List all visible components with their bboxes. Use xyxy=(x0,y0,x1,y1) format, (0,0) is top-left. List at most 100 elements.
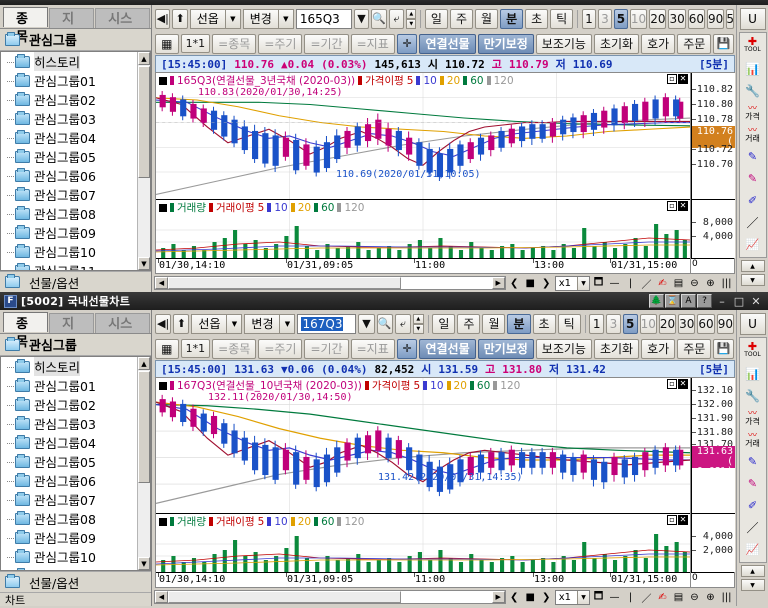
snapshot-icon[interactable]: 🗖 xyxy=(591,589,606,605)
nav-up-button-1[interactable]: ⬆ xyxy=(172,8,188,29)
tree-item-group04-1[interactable]: 관심그룹04 xyxy=(1,128,150,147)
period-minute-1[interactable]: 분 xyxy=(500,8,524,29)
chart-icon[interactable]: 📊 xyxy=(745,61,760,76)
scroll-up-arrow-icon[interactable]: ▲ xyxy=(138,52,150,65)
code-dropdown-button-2[interactable]: ▼ xyxy=(358,313,375,334)
chart-hscrollbar-2[interactable]: ◀ ▶ xyxy=(154,590,506,604)
wrench-icon[interactable]: 🔧 xyxy=(745,388,760,403)
expiry-adjust-button-2[interactable]: 만기보정 xyxy=(477,338,534,359)
period-tick-2[interactable]: 틱 xyxy=(557,313,581,334)
vtool-scroll-down-icon[interactable]: ▼ xyxy=(740,274,765,286)
add-tool-icon[interactable]: ✚ TOOL xyxy=(744,340,761,358)
scroll-thumb[interactable] xyxy=(168,277,402,289)
vline-icon[interactable]: | xyxy=(623,589,638,605)
volume-tool-icon[interactable]: 〰 거래 xyxy=(745,430,760,448)
continuous-futures-button-2[interactable]: 연결선물 xyxy=(419,338,476,359)
onebyone-button-1[interactable]: 1*1 xyxy=(180,34,211,53)
interval-30-1[interactable]: 30 xyxy=(668,8,686,29)
interval-more-1[interactable]: 5 xyxy=(726,8,734,29)
tree-item-group05-2[interactable]: 관심그룹05 xyxy=(1,452,150,471)
crosshair-icon[interactable]: ✛ xyxy=(396,338,418,359)
tree-item-group08-2[interactable]: 관심그룹08 xyxy=(1,509,150,528)
zoom-in-icon[interactable]: ⊕ xyxy=(703,275,718,291)
onebyone-button-2[interactable]: 1*1 xyxy=(180,339,211,358)
tree-item-history-2[interactable]: 히스토리 xyxy=(1,357,150,376)
tree-item-group05-1[interactable]: 관심그룹05 xyxy=(1,147,150,166)
nav-first-button-1[interactable]: ◀| xyxy=(155,8,171,29)
interval-3-2[interactable]: 3 xyxy=(606,313,621,334)
code-dropdown-button-1[interactable]: ▼ xyxy=(353,8,370,29)
scroll-up-arrow-icon[interactable]: ▲ xyxy=(138,357,150,370)
watchgroup-tree-1[interactable]: 히스토리 관심그룹01 관심그룹02 관심그룹03 관심그룹04 관심그룹05 … xyxy=(0,51,151,271)
quote-button-2[interactable]: 호가 xyxy=(641,338,676,359)
period-month-1[interactable]: 월 xyxy=(475,8,499,29)
interval-5-2[interactable]: 5 xyxy=(622,313,638,334)
zoom-select-2[interactable]: x1 ▼ xyxy=(554,589,590,605)
price-pane-2[interactable]: 167Q3(연결선물_10년국채 (2020-03)) 가격이평 5 10 20… xyxy=(156,378,690,514)
price-tool-icon[interactable]: 〰 가격 xyxy=(745,408,760,426)
spin-down-icon[interactable]: ▼ xyxy=(413,323,424,334)
step-forward-icon[interactable]: ❯ xyxy=(538,275,554,291)
bar-pencil-icon[interactable]: ✐ xyxy=(747,498,758,512)
aux-function-button-1[interactable]: 보조기능 xyxy=(535,33,592,54)
period-day-2[interactable]: 일 xyxy=(432,313,456,334)
link-icon[interactable]: ⤶ xyxy=(394,313,412,334)
set-indicator-button-1[interactable]: =지표 xyxy=(350,33,395,54)
step-back-icon[interactable]: ❮ xyxy=(506,275,522,291)
tree-item-group11-1[interactable]: 관심그룹11 xyxy=(1,261,150,270)
zoom-in-icon[interactable]: ⊕ xyxy=(703,589,718,605)
wrench-icon[interactable]: 🔧 xyxy=(745,83,760,98)
tree-item-group09-1[interactable]: 관심그룹09 xyxy=(1,223,150,242)
interval-10-2[interactable]: 10 xyxy=(639,313,657,334)
interval-1-1[interactable]: 1 xyxy=(581,8,596,29)
chevron-down-icon[interactable]: ▼ xyxy=(227,313,243,334)
code-spinner-1[interactable]: ▲ ▼ xyxy=(406,8,417,29)
minimize-icon[interactable]: – xyxy=(719,294,725,308)
watchgroup-header-2[interactable]: 관심그룹 xyxy=(0,334,151,356)
undo-button-1[interactable]: U xyxy=(739,8,766,30)
tree-item-group10-1[interactable]: 관심그룹10 xyxy=(1,242,150,261)
set-code-button-2[interactable]: =종목 xyxy=(212,338,257,359)
tab-jongmok-1[interactable]: 종목 xyxy=(3,7,49,45)
chart-footer-2[interactable]: 차트 xyxy=(0,592,151,607)
step-forward-icon[interactable]: ❯ xyxy=(538,589,554,605)
diagonal-line-icon[interactable]: ／ xyxy=(639,589,654,605)
scroll-thumb[interactable] xyxy=(138,66,150,178)
interval-60-2[interactable]: 60 xyxy=(697,313,715,334)
chart-hscrollbar-1[interactable]: ◀ ▶ xyxy=(154,276,506,290)
tree-item-group06-2[interactable]: 관심그룹06 xyxy=(1,471,150,490)
set-period-button-1[interactable]: =주기 xyxy=(258,33,303,54)
change-combo-2[interactable]: 변경 ▼ xyxy=(244,313,296,334)
quote-button-1[interactable]: 호가 xyxy=(641,33,676,54)
price-pane-1[interactable]: 165Q3(연결선물_3년국채 (2020-03)) 가격이평 5 10 20 … xyxy=(156,73,690,200)
chevron-down-icon[interactable]: ▼ xyxy=(225,8,241,29)
line-icon[interactable]: ／ xyxy=(746,520,759,535)
period-second-1[interactable]: 초 xyxy=(525,8,549,29)
hand-draw-icon[interactable]: ✍ xyxy=(655,589,670,605)
scroll-thumb[interactable] xyxy=(168,591,402,603)
tree-icon[interactable]: 🌲 xyxy=(649,294,664,308)
grid-icon[interactable]: ▦ xyxy=(155,33,179,54)
minimize-pane-icon[interactable]: ▫ xyxy=(667,515,677,525)
bars-icon[interactable]: ||| xyxy=(719,589,734,605)
snapshot-icon[interactable]: 🗖 xyxy=(591,275,606,291)
volume-pane-1[interactable]: 거래량 거래이평 5 10 20 60 120 ▫ ✕ xyxy=(156,200,690,258)
tree-scrollbar-1[interactable]: ▲ ▼ xyxy=(137,52,150,270)
zoom-select-1[interactable]: x1 ▼ xyxy=(554,275,590,291)
trend-icon[interactable]: 📈 xyxy=(745,542,760,556)
hline-icon[interactable]: — xyxy=(607,275,622,291)
code-spinner-2[interactable]: ▲ ▼ xyxy=(413,313,424,334)
close-icon[interactable]: ✕ xyxy=(751,294,761,308)
period-day-1[interactable]: 일 xyxy=(424,8,448,29)
expiry-adjust-button-1[interactable]: 만기보정 xyxy=(477,33,534,54)
tab-system-2[interactable]: 시스템 xyxy=(95,313,150,350)
market-combo-2[interactable]: 선옵 ▼ xyxy=(191,313,243,334)
set-range-button-2[interactable]: =기간 xyxy=(304,338,349,359)
scroll-down-arrow-icon[interactable]: ▼ xyxy=(138,257,150,270)
grid-icon[interactable]: ▦ xyxy=(155,338,179,359)
chart-box-1[interactable]: 165Q3(연결선물_3년국채 (2020-03)) 가격이평 5 10 20 … xyxy=(155,72,691,274)
tab-system-1[interactable]: 시스템 xyxy=(95,8,150,45)
vtool-scroll-up-icon[interactable]: ▲ xyxy=(740,260,765,272)
crosshair-icon[interactable]: ✛ xyxy=(396,33,418,54)
interval-10-1[interactable]: 10 xyxy=(629,8,648,29)
